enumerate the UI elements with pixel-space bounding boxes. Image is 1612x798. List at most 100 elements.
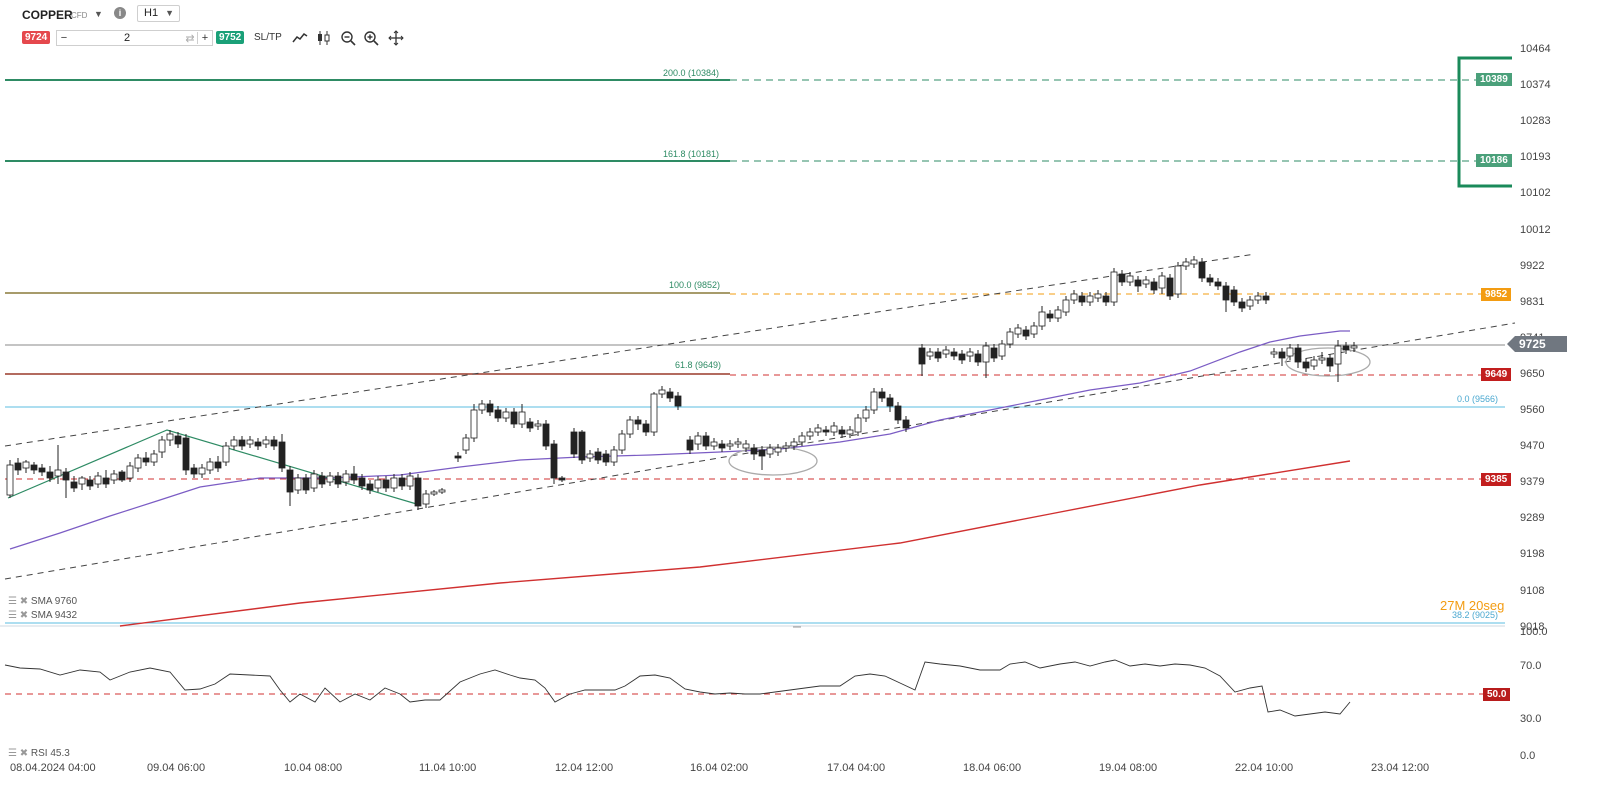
- fib-0-label: 0.0 (9566): [1457, 394, 1499, 404]
- bull-candle: [150, 453, 158, 463]
- rsi-axis-0: 0.0: [1520, 750, 1536, 762]
- crosshair-icon[interactable]: [388, 30, 404, 46]
- bear-candle: [974, 353, 982, 363]
- bear-candle: [254, 441, 262, 447]
- sma-legend-2[interactable]: ☰ ✖ SMA 9432: [8, 610, 77, 621]
- bear-candle: [118, 471, 126, 481]
- timeframe-value: H1: [144, 7, 159, 19]
- quantity-increase-button[interactable]: +: [197, 32, 212, 44]
- fib-61-label: 61.8 (9649): [675, 360, 722, 370]
- price-axis-tick: 10102: [1520, 187, 1551, 200]
- bull-candle: [110, 473, 118, 481]
- bear-candle: [1150, 281, 1158, 291]
- buy-price-button[interactable]: 9752: [216, 31, 245, 44]
- bull-candle: [294, 477, 302, 491]
- highlight-ellipse-1: [728, 446, 818, 476]
- price-axis-tick: 9018: [1520, 620, 1545, 633]
- bear-candle: [1118, 273, 1126, 283]
- bull-candle: [342, 473, 350, 483]
- bear-candle: [886, 397, 894, 407]
- bull-candle: [502, 411, 510, 419]
- bear-candle: [1198, 261, 1206, 279]
- bear-candle: [174, 435, 182, 445]
- bear-candle: [542, 423, 550, 447]
- candlestick-icon[interactable]: [316, 30, 332, 46]
- bull-candle: [806, 431, 814, 437]
- target-bracket: [1457, 56, 1512, 188]
- price-axis-tick: 9198: [1520, 548, 1545, 561]
- sell-price-button[interactable]: 9724: [22, 31, 51, 44]
- bull-candle: [430, 491, 438, 495]
- bear-candle: [14, 462, 22, 471]
- bull-candle: [158, 439, 166, 453]
- chevron-down-icon: ▼: [165, 8, 174, 18]
- bull-candle: [1174, 265, 1182, 295]
- bear-candle: [1206, 277, 1214, 283]
- bear-candle: [38, 467, 46, 473]
- bear-candle: [62, 471, 70, 481]
- settings-icon[interactable]: ☰ ✖: [8, 596, 29, 607]
- swap-icon[interactable]: ⇄: [185, 32, 195, 45]
- bull-candle: [618, 433, 626, 451]
- quantity-input[interactable]: 2: [123, 32, 131, 44]
- price-axis-tick: 9650: [1520, 367, 1545, 380]
- bull-candle: [610, 449, 618, 463]
- price-tag-10186: 10186: [1476, 154, 1512, 167]
- highlight-ellipse-2: [1285, 347, 1371, 377]
- price-axis-tick: 10283: [1520, 115, 1551, 128]
- bull-candle: [422, 493, 430, 505]
- settings-icon[interactable]: ☰ ✖: [8, 748, 29, 759]
- price-axis-tick: 9922: [1520, 259, 1545, 272]
- bear-candle: [1102, 295, 1110, 303]
- bull-candle: [198, 467, 206, 475]
- bull-candle: [626, 419, 634, 435]
- quantity-stepper[interactable]: − 2 ⇄ +: [56, 30, 213, 46]
- fib-100-label: 100.0 (9852): [669, 280, 721, 290]
- bull-candle: [1062, 299, 1070, 313]
- symbol-dropdown-icon[interactable]: ▼: [94, 9, 103, 19]
- date-axis-tick: 10.04 08:00: [284, 762, 343, 774]
- bear-candle: [454, 455, 462, 459]
- price-axis-tick: 9831: [1520, 295, 1545, 308]
- bull-candle: [694, 435, 702, 445]
- settings-icon[interactable]: ☰ ✖: [8, 610, 29, 621]
- bear-candle: [86, 479, 94, 487]
- bear-candle: [358, 477, 366, 487]
- bear-candle: [238, 439, 246, 447]
- bull-candle: [406, 475, 414, 487]
- channel-upper-line: [4, 253, 1256, 447]
- bear-candle: [1222, 285, 1230, 301]
- price-axis-tick: 10193: [1520, 151, 1551, 164]
- zigzag-line: [7, 429, 421, 506]
- price-axis-tick: 10012: [1520, 223, 1551, 236]
- sma-legend-1[interactable]: ☰ ✖ SMA 9760: [8, 596, 77, 607]
- info-icon[interactable]: i: [114, 7, 126, 19]
- bull-candle: [790, 441, 798, 447]
- rsi-legend[interactable]: ☰ ✖ RSI 45.3: [8, 748, 70, 759]
- timeframe-select[interactable]: H1 ▼: [137, 5, 180, 22]
- bull-candle: [470, 409, 478, 439]
- bull-candle: [534, 423, 542, 427]
- bear-candle: [30, 464, 38, 471]
- bull-candle: [1094, 293, 1102, 299]
- quantity-decrease-button[interactable]: −: [60, 32, 68, 44]
- date-axis-tick: 22.04 10:00: [1235, 762, 1294, 774]
- bull-candle: [982, 345, 990, 363]
- zoom-in-icon[interactable]: [363, 30, 379, 46]
- bull-candle: [462, 437, 470, 451]
- bear-candle: [182, 437, 190, 471]
- fib-200-label: 200.0 (10384): [663, 68, 720, 78]
- fib-161-label: 161.8 (10181): [663, 149, 720, 159]
- bear-candle: [950, 351, 958, 357]
- sltp-button[interactable]: SL/TP: [254, 32, 282, 43]
- zoom-out-icon[interactable]: [340, 30, 356, 46]
- bear-candle: [902, 419, 910, 429]
- bull-candle: [926, 351, 934, 357]
- bull-candle: [998, 343, 1006, 357]
- bull-candle: [1038, 311, 1046, 327]
- bull-candle: [230, 439, 238, 447]
- line-chart-icon[interactable]: [292, 30, 308, 46]
- symbol-name[interactable]: COPPER: [22, 8, 73, 22]
- bull-candle: [966, 351, 974, 357]
